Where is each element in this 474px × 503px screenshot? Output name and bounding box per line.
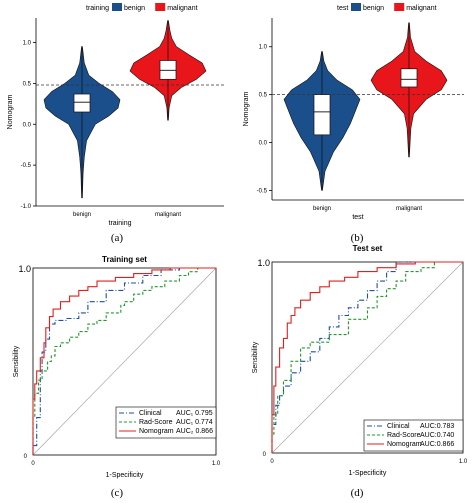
y-tick-label: 1.0 [257,258,270,268]
panel-label-b: (b) [351,232,364,244]
y-axis-label: Sensibility [13,345,20,377]
y-tick-label: 1.0 [259,45,268,51]
diagonal-reference [271,261,464,454]
y-tick-label: 0.5 [259,93,268,99]
box-malignant [400,68,418,88]
legend-auc: AUC₂ 0.866 [176,428,213,435]
legend-series-name: Rad-Score [387,432,421,439]
y-tick-label: -1.0 [21,204,32,210]
box-benign [73,93,91,113]
plot-frame [271,261,464,454]
legend-swatch-benign [351,3,361,11]
box-benign [313,94,331,136]
roc-curve-radscore [271,261,463,453]
panel-label-d: (d) [351,487,364,499]
panel-d-test-roc: Test set 0 1.0 0 1.0 1-Specificity Sensibility… [252,244,468,477]
legend-series-name: Clinical [387,423,410,430]
legend-label-benign: benign [124,5,145,12]
roc-curve-clinical [271,261,463,453]
x-tick-label: 1.0 [212,461,221,467]
x-axis-label: training [109,220,132,227]
x-tick-label-benign: benign [313,206,331,212]
plot-frame [32,267,217,456]
x-tick-label-benign: benign [73,212,91,218]
legend-box [115,406,217,439]
legend-swatch-benign [112,3,122,11]
panel-a-training-violin: training benign malignant -1.0 -0.5 0.0 0.5 1.0… [7,3,224,227]
legend-auc: AUC:0.783 [420,423,454,430]
legend-series-name: Nomogram [387,441,422,448]
y-tick-label: -0.5 [257,188,268,194]
legend-title: training [86,5,109,12]
legend-series-name: Nomogram [139,428,174,435]
legend-label-malignant: malignant [167,5,197,12]
y-axis-label: Nomogram [243,92,250,127]
diagonal-reference [32,267,217,456]
y-tick-label: 1.0 [23,41,32,47]
legend-series-name: Rad-Score [139,419,173,426]
y-axis-label: Sensibility [252,341,259,373]
panel-c-training-roc: Training set 0 1.0 0 1.0 1-Specificity Sensibi… [13,255,221,479]
legend-auc: AUC₁ 0.774 [176,419,213,426]
x-tick-label: 1.0 [459,459,468,465]
y-tick-label: 0.5 [23,81,32,87]
legend-auc: AUC₁ 0.795 [176,410,213,417]
legend-series-name: Clinical [139,410,162,417]
y-axis-label: Nomogram [7,95,14,130]
chart-title: Test set [353,244,383,253]
legend-title: test [337,5,348,12]
x-axis-label: 1-Specificity [349,470,387,477]
y-tick-label: 1.0 [18,264,31,274]
panel-label-a: (a) [111,232,124,244]
roc-curve-nomogram [271,261,463,453]
legend-swatch-malignant [394,3,405,11]
legend-label-malignant: malignant [406,5,436,12]
x-tick-label-malignant: malignant [155,212,181,218]
x-axis-label: 1-Specificity [106,472,144,479]
y-tick-label: -0.5 [21,163,32,169]
panel-label-c: (c) [111,487,124,499]
legend-box [363,419,464,452]
roc-curve-nomogram [32,267,216,455]
legend-swatch-malignant [155,3,166,11]
x-tick-label-malignant: malignant [396,206,422,212]
y-tick-label: 0.0 [259,141,268,147]
x-axis-label: test [352,214,363,221]
legend-auc: AUC:0.866 [420,441,454,448]
panel-b-test-violin: test benign malignant -0.5 0.0 0.5 1.0 Nomogram… [243,3,464,221]
x-tick-label: 0 [270,459,274,465]
chart-title: Training set [102,255,147,264]
y-tick-label: 0 [24,454,28,460]
legend-auc: AUC:0.740 [420,432,454,439]
y-tick-label: 0 [263,452,267,458]
legend-label-benign: benign [363,5,384,12]
y-tick-label: 0.0 [23,122,32,128]
roc-curve-radscore [32,267,216,455]
x-tick-label: 0 [31,461,35,467]
